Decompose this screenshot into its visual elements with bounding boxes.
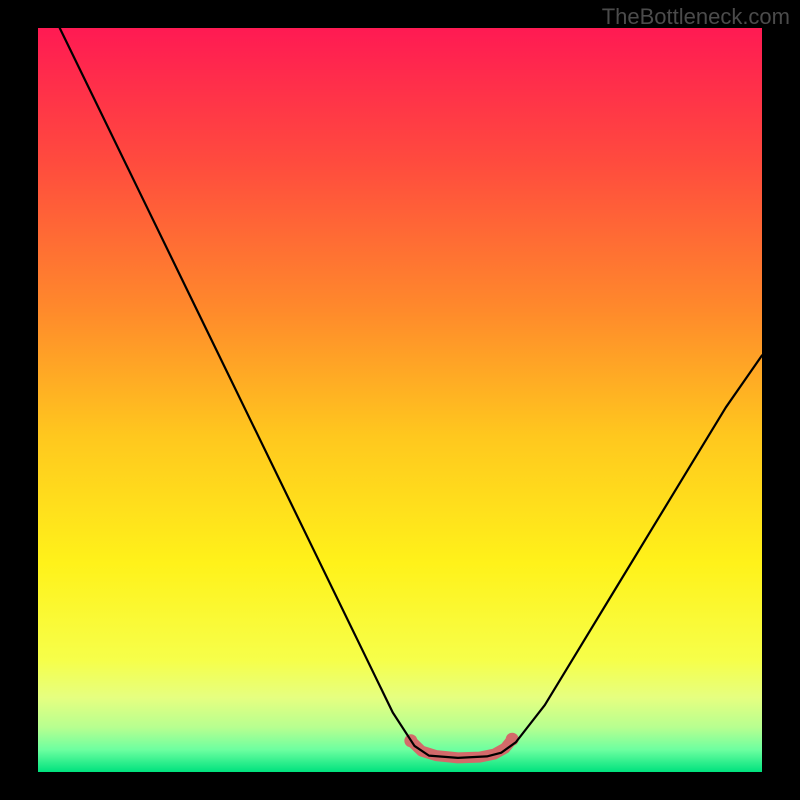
chart-stage: TheBottleneck.com [0, 0, 800, 800]
bottleneck-chart [0, 0, 800, 800]
plot-background [38, 28, 762, 772]
